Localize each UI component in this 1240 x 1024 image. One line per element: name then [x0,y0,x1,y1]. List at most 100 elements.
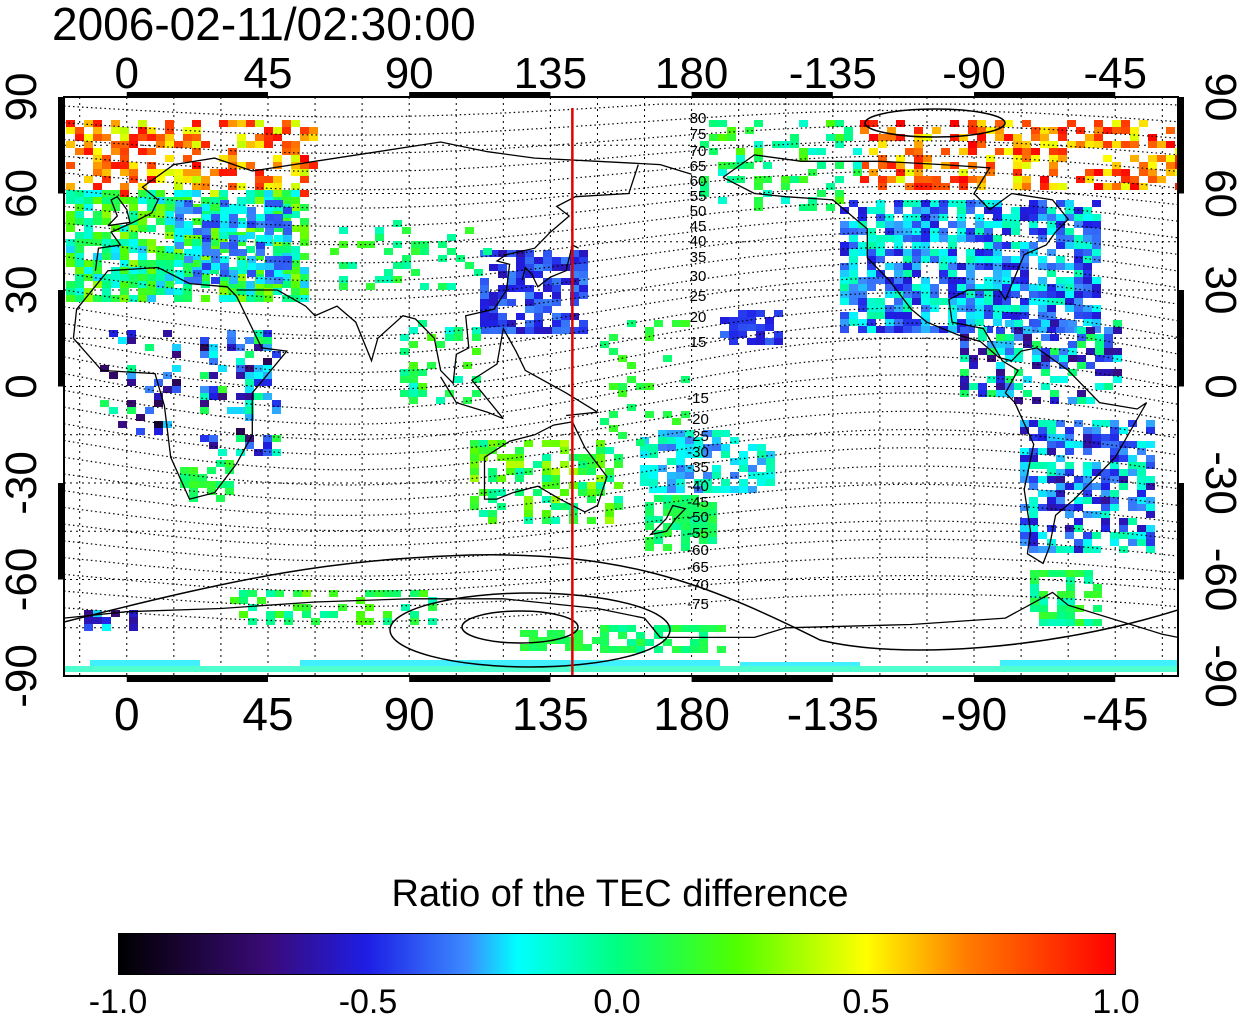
contour-label: -35 [687,459,709,476]
contour-line [64,447,1178,501]
lon-tick-label-top: -90 [942,49,1006,98]
contour-label: 75 [690,126,707,143]
colorbar-tick-label: 0.5 [842,983,890,1021]
contour-line [64,216,1178,264]
coastline-segment [440,326,600,420]
lon-tick-label-bottom: 0 [114,688,140,740]
contour-line [64,556,1178,592]
contour-label: -70 [687,577,709,594]
axis-bar-bottom [691,676,833,682]
contour-label: 50 [690,203,707,220]
contour-label: 55 [690,188,707,205]
contour-line [64,140,1178,173]
lon-tick-label-top: 0 [115,49,139,98]
contour-line [64,538,1178,577]
tec-ratio-pixels [64,120,1178,672]
axis-bar-top [126,92,268,97]
axis-bar-top [974,92,1116,97]
contour-label: -45 [687,494,709,511]
coastline-segment [722,154,1148,565]
axis-bar-top [691,92,833,97]
contour-label: 25 [690,288,707,305]
lat-tick-label-left: -90 [0,644,46,708]
axis-bar-bottom [974,676,1116,682]
contour-line [64,200,1178,246]
lat-tick-label-right: 60 [1196,169,1240,218]
lat-tick-label-left: 90 [0,73,46,122]
contour-label: 20 [690,309,707,326]
axis-bar-left [58,290,64,387]
contour-line [64,465,1178,517]
lat-tick-label-right: -90 [1196,644,1240,708]
contour-label: 40 [690,233,707,250]
lon-tick-label-bottom: -45 [1082,688,1148,740]
lon-tick-label-top: 90 [385,49,434,98]
axis-bar-right [1178,483,1184,580]
lon-tick-label-top: -45 [1083,49,1147,98]
lon-tick-label-bottom: 180 [653,688,730,740]
oval-contour [864,108,1006,138]
coastlines [64,141,1178,639]
contour-label: -15 [687,390,709,407]
southern-oval-contours [64,108,1178,668]
colorbar-tick-label: 0.0 [593,983,641,1021]
lat-tick-label-left: -30 [0,451,46,515]
contour-label: -65 [687,559,709,576]
contour-label: 65 [690,158,707,175]
contour-line [64,231,1178,282]
contour-label: -60 [687,542,709,559]
lat-tick-label-left: 60 [0,169,46,218]
contour-line [64,520,1178,562]
lon-tick-label-top: 180 [655,49,728,98]
oval-contour [461,610,579,644]
colorbar [118,933,1116,975]
contour-line [64,103,1178,118]
axis-bar-right [1178,290,1184,387]
contour-label: 80 [690,110,707,127]
colorbar-tick-label: -0.5 [338,983,398,1021]
coastline-segment [107,195,131,227]
contour-label: 15 [690,334,707,351]
axis-bar-right [1178,97,1184,194]
colorbar-tick-label: -1.0 [88,983,148,1021]
axis-bar-bottom [126,676,268,682]
contour-label: -20 [687,411,709,428]
lon-tick-label-top: 135 [514,49,587,98]
contour-label: -75 [687,596,709,613]
colorbar-tick-label: 1.0 [1092,983,1140,1021]
axis-bar-bottom [409,676,551,682]
axis-tick-labels: 0045459090135135180180-135-135-90-90-45-… [0,49,1240,740]
contour-line [64,574,1178,608]
magnetic-latitude-contours [64,103,1178,623]
lat-tick-label-right: 30 [1196,266,1240,315]
lon-tick-label-bottom: 135 [512,688,589,740]
lat-tick-label-right: -60 [1196,548,1240,612]
contour-label: -55 [687,525,709,542]
contour-label: 35 [690,249,707,266]
contour-label: -25 [687,428,709,445]
contour-line [64,246,1178,301]
lat-tick-label-left: -60 [0,548,46,612]
lon-tick-label-bottom: 90 [384,688,435,740]
lat-tick-label-right: 0 [1196,374,1240,398]
coastline-segment [94,141,692,271]
contour-line [64,337,1178,410]
axis-bar-left [58,97,64,194]
colorbar-title: Ratio of the TEC difference [391,873,849,915]
contour-line [64,392,1178,456]
axis-bars [58,92,1184,682]
contour-line [64,155,1178,191]
contour-label: 45 [690,218,707,235]
lat-tick-label-right: -30 [1196,451,1240,515]
coastline-segment [648,504,687,536]
contour-label: -40 [687,478,709,495]
lon-tick-label-bottom: -135 [787,688,879,740]
contour-line [64,170,1178,209]
coastline-segment [236,164,639,385]
contour-label: 60 [690,173,707,190]
lon-tick-label-top: 45 [243,49,292,98]
lat-tick-label-left: 30 [0,266,46,315]
map-title: 2006-02-11/02:30:00 [52,0,476,50]
contour-label: -50 [687,509,709,526]
